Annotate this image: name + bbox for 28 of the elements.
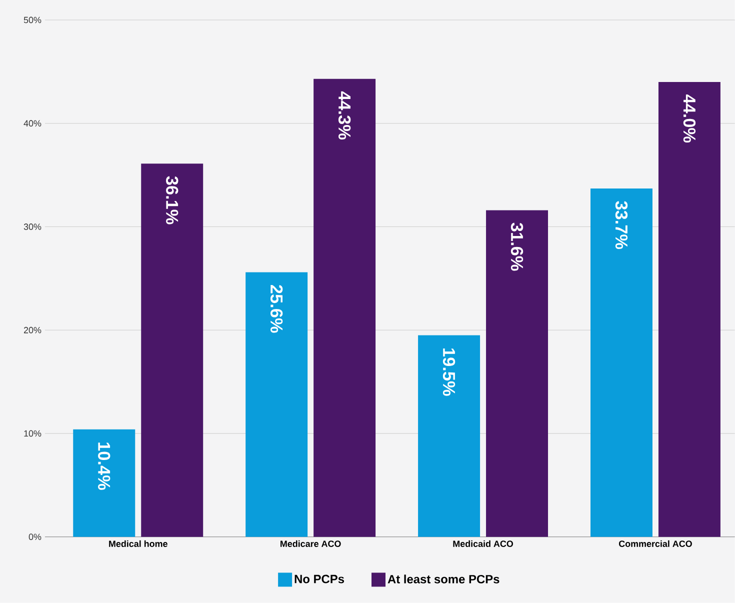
data-label: 19.5%: [442, 348, 456, 396]
bar: [486, 210, 548, 537]
data-label: 25.6%: [270, 285, 283, 333]
bar: [73, 429, 136, 537]
y-tick-label: 50%: [24, 16, 42, 24]
data-label: 44.3%: [338, 91, 351, 140]
bar: [658, 82, 720, 537]
data-label: 10.4%: [98, 442, 110, 490]
data-label: 33.7%: [615, 201, 628, 250]
data-label: 36.1%: [166, 176, 178, 224]
x-tick-label: Commercial ACO: [618, 540, 692, 548]
x-tick-label: Medicare ACO: [280, 540, 341, 548]
bar: [141, 164, 204, 537]
bar: [314, 78, 376, 537]
bar: [418, 335, 480, 537]
y-tick-label: 0%: [28, 534, 42, 540]
legend-label: At least some PCPs: [388, 574, 500, 584]
y-tick-label: 20%: [24, 327, 42, 334]
data-label: 31.6%: [510, 222, 524, 271]
y-tick-label: 30%: [24, 224, 42, 230]
y-tick-label: 10%: [24, 430, 42, 437]
data-label: 44.0%: [683, 94, 696, 143]
bar: [246, 272, 308, 537]
legend-label: No PCPs: [294, 574, 344, 584]
x-tick-label: Medicaid ACO: [453, 540, 514, 548]
x-tick-label: Medical home: [109, 540, 168, 548]
y-tick-label: 40%: [24, 120, 42, 127]
bar: [590, 188, 652, 537]
